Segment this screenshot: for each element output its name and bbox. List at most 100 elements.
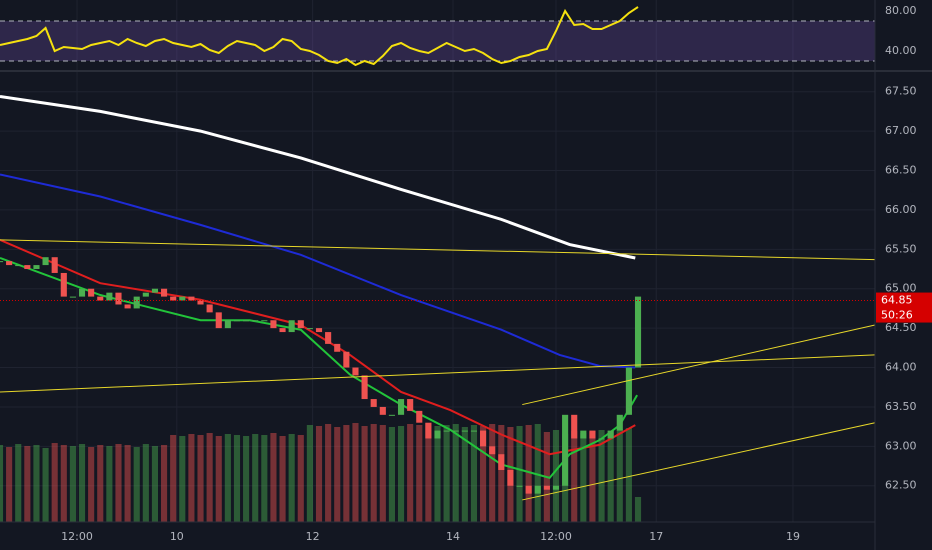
- trend-line: [0, 354, 876, 393]
- candle: [489, 446, 496, 455]
- candle: [625, 367, 632, 415]
- candle: [243, 320, 250, 322]
- volume-bar: [279, 436, 286, 522]
- x-tick-label: 10: [170, 530, 184, 543]
- candle: [78, 288, 86, 297]
- volume-bar: [571, 431, 578, 522]
- volume-bar: [452, 424, 459, 522]
- candle: [161, 288, 168, 297]
- candle: [425, 422, 432, 439]
- volume-bar: [361, 426, 368, 522]
- candle: [616, 414, 623, 431]
- candle: [498, 454, 505, 470]
- candle: [115, 292, 122, 305]
- moving-average: [0, 173, 636, 369]
- volume-bar: [206, 433, 213, 522]
- volume-bar: [51, 443, 58, 522]
- candle: [370, 399, 377, 407]
- volume-bar: [443, 425, 450, 522]
- volume-bar: [197, 435, 204, 522]
- volume-bar: [15, 444, 22, 522]
- trend-line: [0, 239, 876, 261]
- moving-average: [0, 257, 638, 480]
- x-tick-label: 14: [446, 530, 460, 543]
- candle: [151, 288, 159, 293]
- volume-bar: [306, 425, 313, 522]
- volume-bar: [288, 434, 295, 522]
- volume-bar: [115, 444, 122, 522]
- candle: [88, 288, 95, 297]
- volume-bar: [607, 431, 614, 522]
- candle: [543, 485, 550, 490]
- volume-bar: [78, 444, 86, 522]
- volume-bar: [6, 447, 13, 522]
- x-tick-label: 12: [306, 530, 320, 543]
- candle: [562, 414, 569, 486]
- volume-bar: [589, 432, 596, 522]
- volume-bar: [516, 426, 523, 522]
- last-price-box: [876, 292, 932, 323]
- volume-bar: [179, 436, 186, 522]
- volume-bar: [397, 426, 405, 522]
- countdown-label: 50:26: [881, 309, 913, 322]
- candle: [607, 430, 614, 439]
- y-tick-label: 64.50: [885, 321, 917, 334]
- candle: [434, 430, 441, 439]
- volume-bar: [161, 445, 168, 522]
- candle: [534, 485, 541, 494]
- candle: [279, 328, 286, 333]
- candle: [507, 469, 514, 486]
- candle: [197, 300, 204, 305]
- volume-bar: [252, 434, 259, 522]
- candle: [416, 410, 423, 423]
- candle: [24, 265, 31, 270]
- volume-bar: [379, 425, 386, 522]
- y-tick-label: 66.00: [885, 203, 917, 216]
- candle: [580, 430, 587, 439]
- candle: [106, 292, 113, 301]
- x-tick-label: 12:00: [61, 530, 93, 543]
- candle: [133, 296, 140, 309]
- volume-bar: [69, 446, 76, 522]
- candle: [634, 296, 642, 368]
- candle: [407, 399, 414, 411]
- volume-bar: [498, 425, 505, 522]
- trend-line: [522, 324, 876, 406]
- y-tick-label: 80.00: [885, 4, 917, 17]
- candle: [33, 265, 40, 270]
- volume-bar: [480, 426, 487, 522]
- candle: [552, 485, 560, 490]
- volume-bar: [224, 434, 231, 522]
- volume-bar: [634, 497, 642, 522]
- last-price-label: 64.85: [881, 294, 913, 307]
- volume-bar: [60, 445, 67, 522]
- volume-bar: [42, 448, 49, 522]
- volume-bar: [0, 445, 4, 522]
- candle: [361, 375, 368, 400]
- candle: [352, 367, 359, 376]
- candle: [97, 296, 104, 301]
- candle: [480, 430, 487, 447]
- candle: [571, 414, 578, 439]
- volume-bar: [352, 423, 359, 522]
- candle: [124, 304, 131, 309]
- candle: [461, 430, 468, 432]
- candle: [379, 406, 386, 415]
- candle: [6, 261, 13, 266]
- volume-bar: [215, 436, 222, 522]
- candle: [261, 320, 268, 322]
- volume-bar: [297, 435, 304, 522]
- candle: [452, 430, 459, 432]
- candle: [0, 261, 4, 263]
- candle: [188, 296, 195, 301]
- candle: [206, 304, 213, 313]
- candle: [598, 438, 605, 440]
- volume-bar: [434, 426, 441, 522]
- volume-bar: [243, 436, 250, 522]
- candle: [397, 399, 405, 415]
- volume-bar: [151, 446, 159, 522]
- candle: [343, 351, 350, 368]
- volume-bar: [24, 446, 31, 522]
